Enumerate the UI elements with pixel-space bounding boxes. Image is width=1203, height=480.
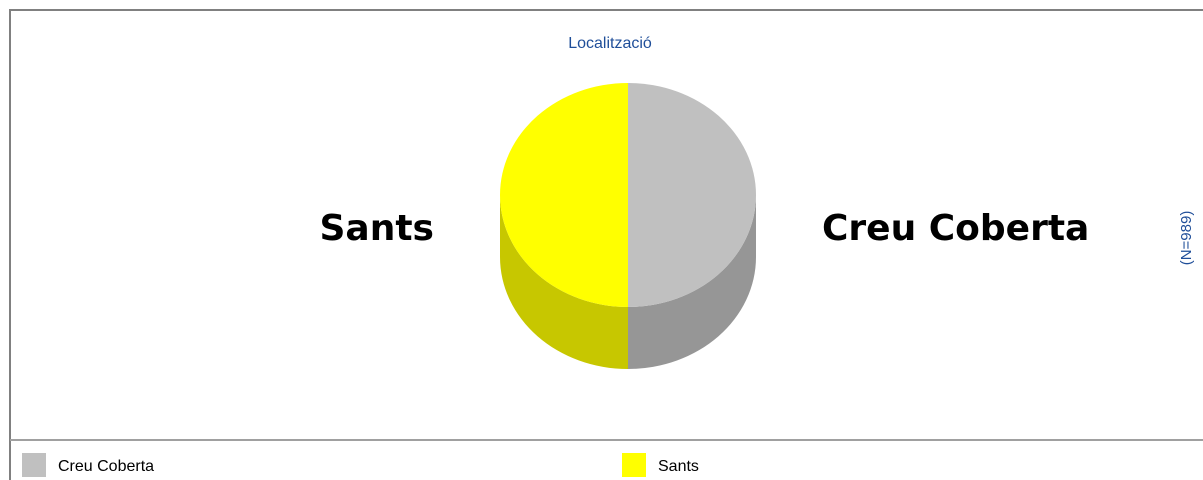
legend-label: Creu Coberta (58, 458, 154, 475)
legend-swatch (622, 453, 646, 477)
legend-label: Sants (658, 458, 699, 475)
legend: Creu Coberta Sants (22, 453, 699, 477)
slice-label: Creu Coberta (822, 208, 1089, 249)
chart-title: Localització (568, 35, 652, 52)
pie: Creu Coberta Sants (320, 83, 1089, 369)
slice-label: Sants (320, 208, 435, 249)
slice (628, 83, 756, 307)
slice-side (500, 195, 628, 369)
slice (500, 83, 628, 307)
sample-size: (N=989) (1178, 211, 1195, 266)
slice-side (628, 195, 756, 369)
legend-swatch (22, 453, 46, 477)
